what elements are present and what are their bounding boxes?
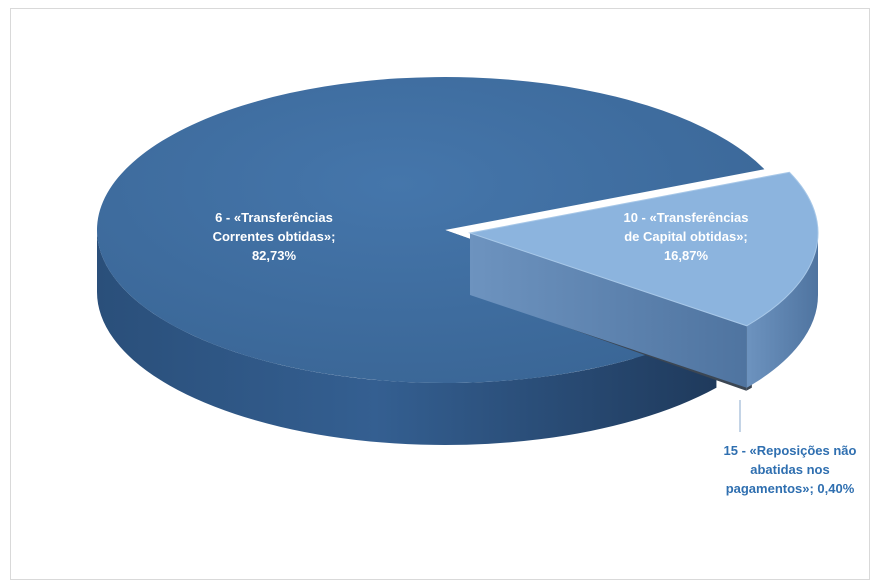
slice-label-0: 6 - «Transferências Correntes obtidas»; 82… — [213, 210, 336, 263]
slice-label-2: 15 - «Reposições não abatidas nos pagament… — [724, 443, 857, 496]
slice-side — [97, 230, 717, 445]
pie-slice-1 — [468, 171, 819, 388]
slice-label-1: 10 - «Transferências de Capital obtidas»;… — [623, 210, 748, 263]
slice-top — [468, 171, 819, 327]
slice-side — [746, 233, 818, 388]
slice-cut-wall — [470, 233, 747, 388]
